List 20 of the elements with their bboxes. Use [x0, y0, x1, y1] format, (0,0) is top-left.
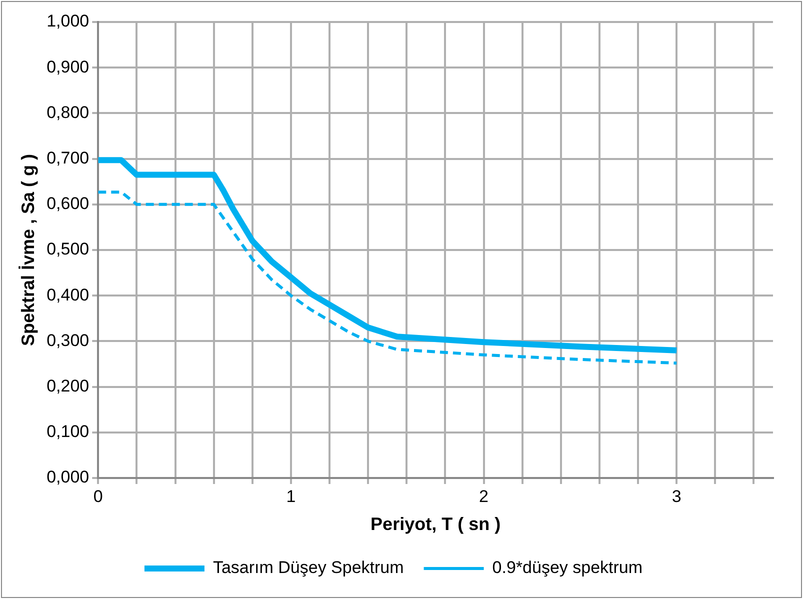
y-tick-label: 0,100	[46, 422, 90, 442]
y-tick-label: 0,600	[46, 194, 90, 214]
x-axis-title: Periyot, T ( sn )	[370, 514, 501, 534]
y-tick-label: 0,800	[46, 102, 90, 122]
y-tick-label: 0,700	[46, 148, 90, 168]
y-tick-label: 0,900	[46, 57, 90, 76]
y-tick-label: 0,300	[46, 330, 90, 350]
x-tick-label: 1	[286, 486, 296, 506]
y-tick-label: 1,000	[46, 12, 90, 31]
line-series	[98, 190, 678, 365]
y-tick-label: 0,000	[46, 468, 90, 487]
legend-label: 0.9*düşey spektrum	[492, 558, 643, 578]
legend-label: Tasarım Düşey Spektrum	[212, 558, 404, 578]
y-tick-label: 0,200	[46, 376, 90, 396]
x-tick-label: 0	[93, 486, 103, 506]
y-tick-label: 0,500	[46, 240, 90, 259]
x-tick-label: 2	[479, 486, 489, 506]
y-tick-label: 0,400	[46, 285, 90, 304]
x-tick-label: 3	[672, 486, 682, 506]
y-axis-title: Spektral İvme , Sa ( g )	[18, 154, 38, 346]
